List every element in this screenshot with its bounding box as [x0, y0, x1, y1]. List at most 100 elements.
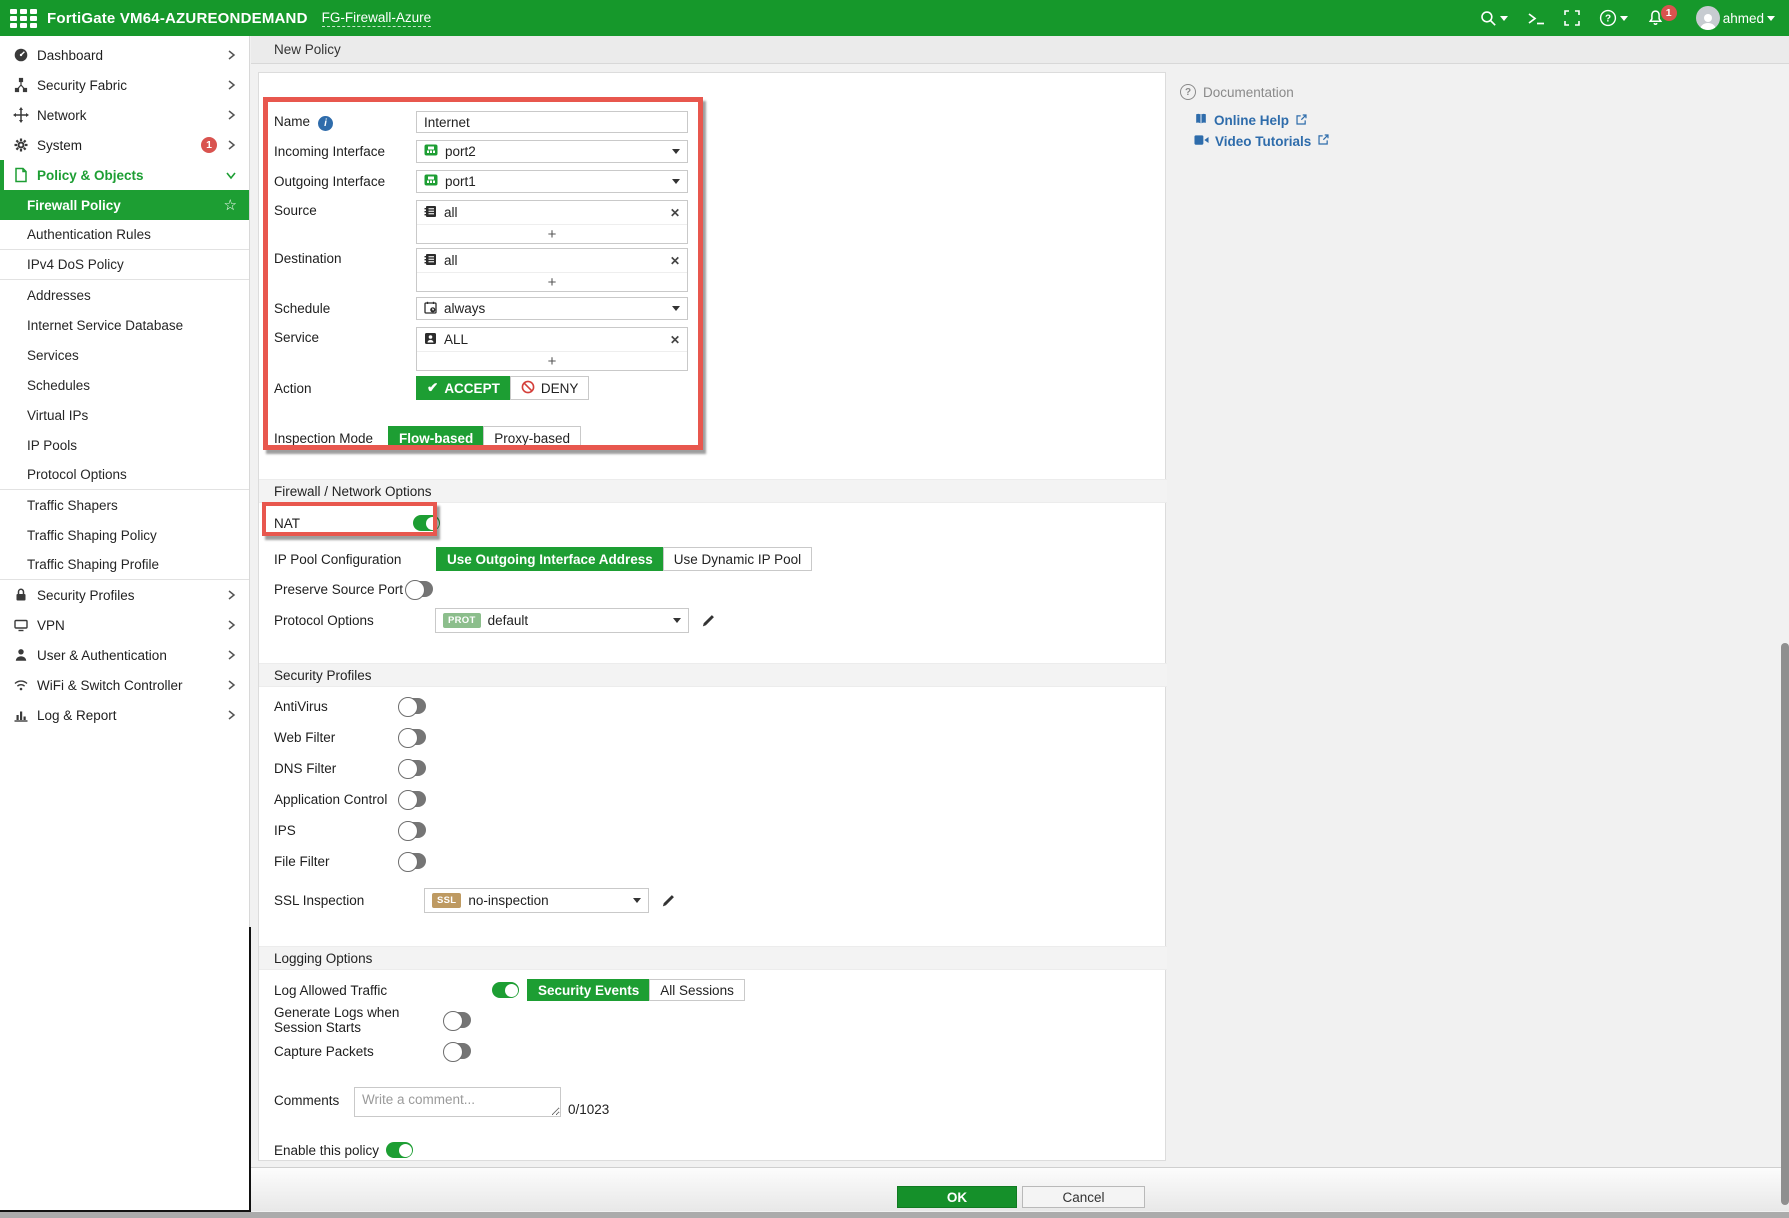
sidebar-item-services[interactable]: Services: [27, 347, 79, 363]
enable-policy-toggle[interactable]: [386, 1142, 413, 1158]
name-input[interactable]: [416, 111, 688, 133]
ssl-inspection-row: SSL Inspection SSL no-inspection: [274, 888, 1165, 913]
log-allowed-traffic-toggle[interactable]: [492, 982, 519, 998]
help-icon[interactable]: ?: [1599, 9, 1628, 27]
sidebar-item-log-report[interactable]: Log & Report: [0, 700, 249, 730]
destination-entry[interactable]: all ✕: [417, 249, 687, 272]
sidebar-item-security-fabric[interactable]: Security Fabric: [0, 70, 249, 100]
protocol-options-select[interactable]: PROT default: [435, 608, 689, 633]
user-menu[interactable]: ahmed: [1695, 6, 1775, 30]
service-entry[interactable]: ALL ✕: [417, 328, 687, 351]
add-source-button[interactable]: +: [417, 224, 687, 243]
preserve-source-port-toggle[interactable]: [405, 580, 433, 600]
sidebar-item-firewall-policy[interactable]: Firewall Policy ☆: [0, 190, 249, 220]
external-link-icon: [1317, 133, 1330, 149]
device-model-title: FortiGate VM64-AZUREONDEMAND: [47, 9, 308, 27]
incoming-interface-select[interactable]: port2: [416, 140, 688, 163]
action-accept-button[interactable]: ✔ ACCEPT: [416, 376, 511, 400]
search-icon[interactable]: [1480, 10, 1508, 27]
notifications-bell-icon[interactable]: 1: [1647, 5, 1677, 27]
sidebar-item-authentication-rules[interactable]: Authentication Rules: [0, 220, 249, 250]
log-all-sessions-button[interactable]: All Sessions: [649, 979, 745, 1001]
info-icon[interactable]: i: [318, 115, 334, 131]
sidebar-item-addresses[interactable]: Addresses: [27, 287, 91, 303]
schedule-select[interactable]: always: [416, 297, 688, 320]
schedule-label: Schedule: [274, 301, 331, 316]
file-filter-toggle[interactable]: [398, 852, 426, 872]
svg-text:?: ?: [1605, 14, 1611, 25]
add-service-button[interactable]: +: [417, 351, 687, 370]
sidebar-item-ipv4-dos-policy[interactable]: IPv4 DoS Policy: [0, 250, 249, 280]
remove-destination-icon[interactable]: ✕: [669, 253, 680, 268]
nat-toggle[interactable]: [413, 515, 440, 531]
sidebar-item-virtual-ips[interactable]: Virtual IPs: [27, 407, 89, 423]
enable-policy-label: Enable this policy: [274, 1142, 380, 1158]
remove-service-icon[interactable]: ✕: [669, 332, 680, 347]
remove-source-icon[interactable]: ✕: [669, 205, 680, 220]
generate-logs-toggle[interactable]: [443, 1011, 471, 1031]
log-security-events-button[interactable]: Security Events: [527, 979, 651, 1001]
antivirus-toggle[interactable]: [398, 697, 426, 717]
ssl-inspection-select[interactable]: SSL no-inspection: [424, 888, 649, 913]
web-filter-toggle[interactable]: [398, 728, 426, 748]
ip-pool-outgoing-button[interactable]: Use Outgoing Interface Address: [436, 547, 664, 571]
action-row: Action ✔ ACCEPT DENY: [274, 376, 1165, 400]
sidebar-item-traffic-shaping-profile[interactable]: Traffic Shaping Profile: [0, 550, 249, 580]
application-control-toggle[interactable]: [398, 790, 426, 810]
sidebar-item-vpn[interactable]: VPN: [0, 610, 249, 640]
username-label: ahmed: [1722, 10, 1764, 26]
favorite-star-icon[interactable]: ☆: [223, 196, 237, 214]
address-object-icon: [424, 205, 437, 221]
edit-ssl-inspection-icon[interactable]: [661, 893, 676, 908]
sidebar-item-traffic-shapers[interactable]: Traffic Shapers: [27, 497, 118, 513]
edit-protocol-options-icon[interactable]: [701, 613, 716, 628]
inspection-flow-button[interactable]: Flow-based: [388, 426, 485, 450]
comments-textarea[interactable]: [354, 1087, 561, 1117]
name-label: Name i: [274, 114, 416, 131]
capture-packets-toggle[interactable]: [443, 1042, 471, 1062]
inspection-mode-label: Inspection Mode: [274, 430, 374, 446]
inspection-mode-row: Inspection Mode Flow-based Proxy-based: [274, 426, 1165, 450]
fullscreen-icon[interactable]: [1563, 10, 1580, 26]
sidebar-item-ip-pools[interactable]: IP Pools: [27, 437, 78, 453]
inspection-proxy-button[interactable]: Proxy-based: [483, 426, 582, 450]
monitor-icon: [12, 617, 29, 633]
sidebar-item-user-authentication[interactable]: User & Authentication: [0, 640, 249, 670]
sidebar-item-network[interactable]: Network: [0, 100, 249, 130]
cancel-button[interactable]: Cancel: [1022, 1186, 1145, 1208]
video-tutorials-link[interactable]: Video Tutorials: [1194, 133, 1330, 149]
ip-pool-row: IP Pool Configuration Use Outgoing Inter…: [274, 547, 1165, 571]
add-destination-button[interactable]: +: [417, 272, 687, 291]
check-icon: ✔: [427, 380, 439, 395]
sidebar-item-traffic-shaping-policy[interactable]: Traffic Shaping Policy: [27, 527, 157, 543]
sidebar-item-schedules[interactable]: Schedules: [27, 377, 91, 393]
source-entry[interactable]: all ✕: [417, 201, 687, 224]
sidebar-item-internet-service-database[interactable]: Internet Service Database: [27, 317, 184, 333]
destination-selector: all ✕ +: [416, 248, 688, 292]
sidebar-item-protocol-options[interactable]: Protocol Options: [0, 460, 249, 490]
breadcrumb-bar: New Policy: [251, 36, 1789, 64]
chevron-right-icon: [226, 79, 237, 91]
ip-pool-dynamic-button[interactable]: Use Dynamic IP Pool: [662, 547, 813, 571]
dns-filter-toggle[interactable]: [398, 759, 426, 779]
sidebar-item-wifi-switch-controller[interactable]: WiFi & Switch Controller: [0, 670, 249, 700]
scrollbar-thumb[interactable]: [1781, 643, 1789, 1205]
sidebar-item-policy-objects[interactable]: Policy & Objects: [0, 160, 249, 190]
online-help-link[interactable]: Online Help: [1194, 112, 1330, 129]
outgoing-interface-select[interactable]: port1: [416, 170, 688, 193]
viewport-border-horizontal: [0, 1210, 251, 1212]
ok-button[interactable]: OK: [897, 1186, 1017, 1208]
address-object-icon: [424, 253, 437, 269]
action-deny-button[interactable]: DENY: [509, 376, 590, 400]
antivirus-label: AntiVirus: [274, 698, 328, 714]
section-security-profiles: Security Profiles: [259, 663, 1167, 687]
sidebar-item-security-profiles[interactable]: Security Profiles: [0, 580, 249, 610]
sidebar-item-system[interactable]: System 1: [0, 130, 249, 160]
sidebar-item-dashboard[interactable]: Dashboard: [0, 40, 249, 70]
generate-logs-row: Generate Logs when Session Starts: [274, 1005, 1165, 1035]
fortinet-logo-icon: [10, 8, 37, 28]
cli-console-icon[interactable]: [1527, 11, 1545, 26]
ips-toggle[interactable]: [398, 821, 426, 841]
hostname-link[interactable]: FG-Firewall-Azure: [321, 9, 432, 27]
